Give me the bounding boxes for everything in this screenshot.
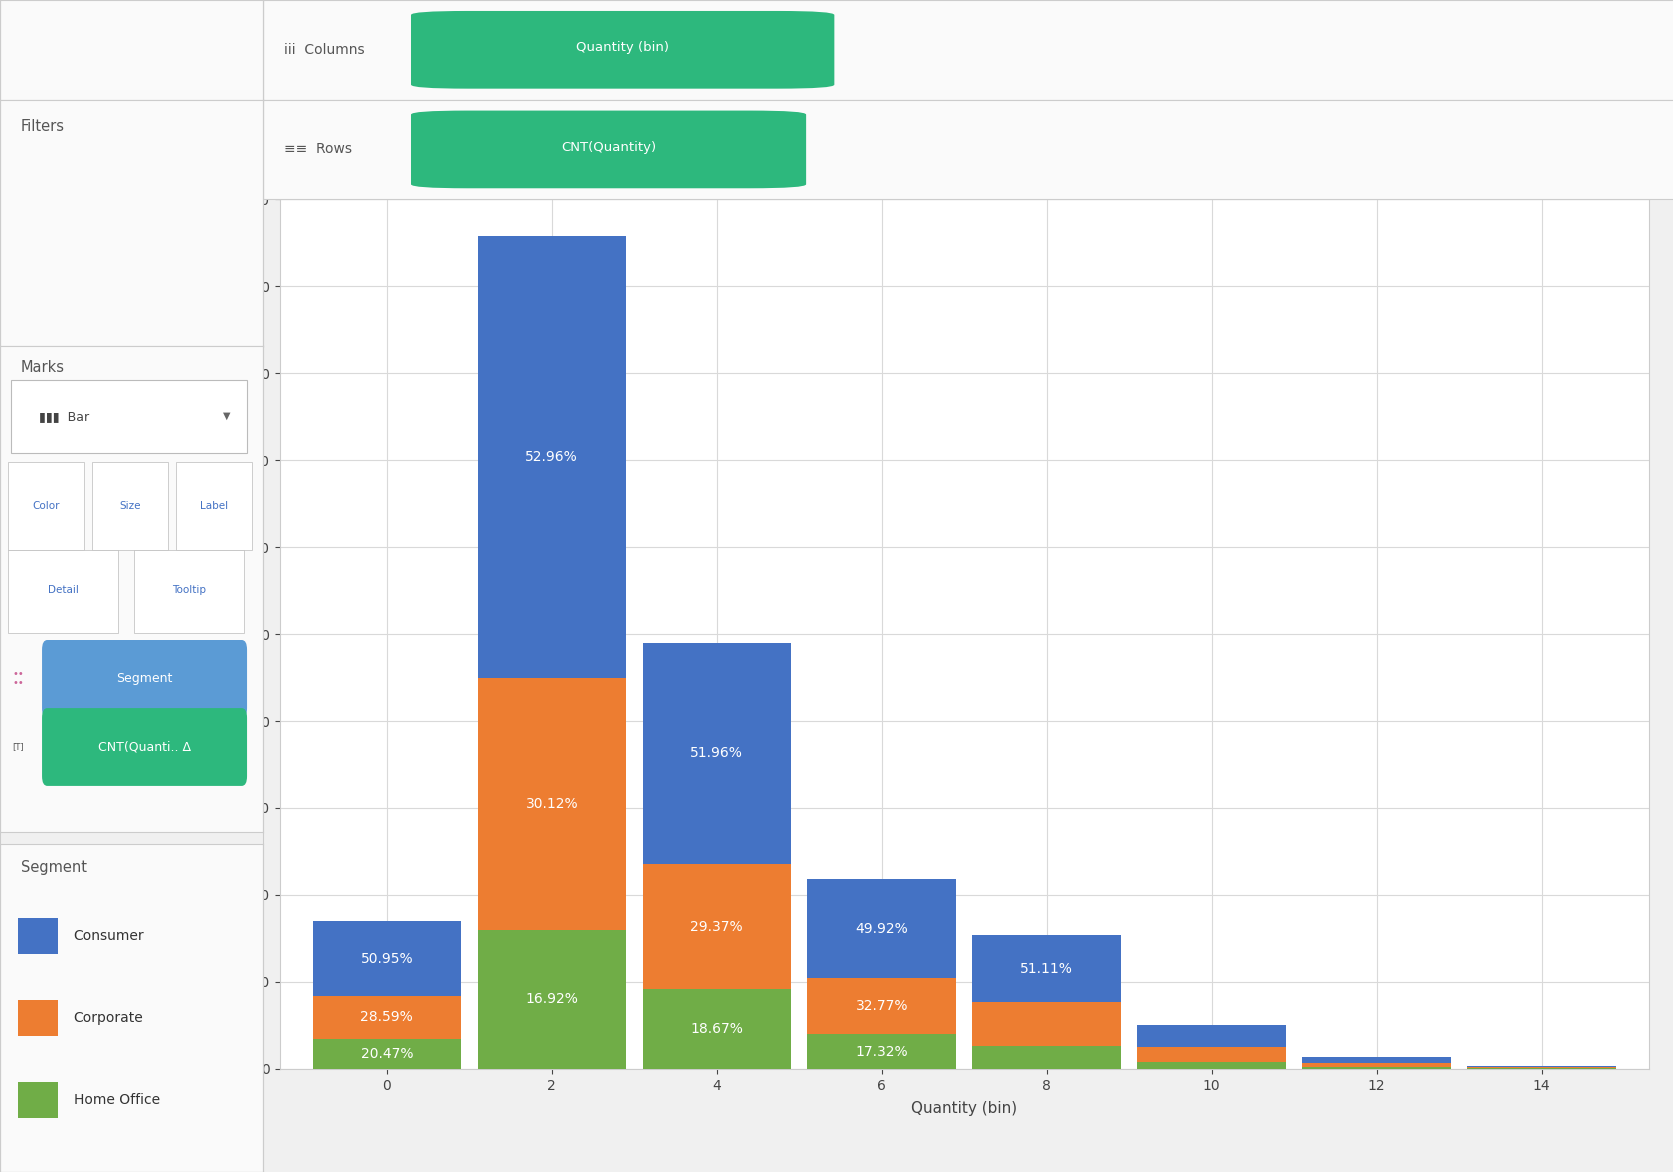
Text: Color: Color: [32, 502, 60, 511]
Text: 29.37%: 29.37%: [689, 920, 743, 934]
Text: ▮▮▮  Bar: ▮▮▮ Bar: [40, 410, 89, 423]
Bar: [1136, 1062, 1285, 1069]
Text: Detail: Detail: [47, 585, 79, 595]
FancyBboxPatch shape: [42, 640, 248, 717]
X-axis label: Quantity (bin): Quantity (bin): [910, 1101, 1017, 1116]
Text: Home Office: Home Office: [74, 1092, 159, 1106]
Bar: [18, 1000, 59, 1036]
Bar: [477, 929, 626, 1069]
Text: 20.47%: 20.47%: [360, 1047, 413, 1061]
Bar: [1136, 1047, 1285, 1062]
Text: Consumer: Consumer: [74, 928, 144, 942]
Bar: [18, 918, 59, 954]
Text: Filters: Filters: [22, 120, 65, 135]
Bar: [806, 979, 955, 1034]
Bar: [477, 679, 626, 929]
Text: Quantity (bin): Quantity (bin): [576, 41, 669, 54]
Bar: [972, 1002, 1121, 1045]
Text: Corporate: Corporate: [74, 1010, 144, 1024]
Text: Tooltip: Tooltip: [172, 585, 206, 595]
Bar: [972, 1045, 1121, 1069]
Text: ≡≡  Rows: ≡≡ Rows: [284, 143, 351, 156]
Text: 28.59%: 28.59%: [360, 1010, 413, 1024]
Text: 18.67%: 18.67%: [689, 1022, 743, 1036]
Text: [T]: [T]: [13, 743, 23, 751]
Text: Label: Label: [201, 502, 228, 511]
Text: CNT(Quantity): CNT(Quantity): [560, 141, 656, 154]
Text: 17.32%: 17.32%: [855, 1044, 907, 1058]
Bar: [806, 1034, 955, 1069]
Text: 50.95%: 50.95%: [360, 952, 413, 966]
Text: 49.92%: 49.92%: [855, 921, 907, 935]
FancyBboxPatch shape: [42, 708, 248, 786]
FancyBboxPatch shape: [412, 110, 806, 189]
FancyBboxPatch shape: [412, 11, 833, 89]
Text: Size: Size: [119, 502, 141, 511]
Bar: [806, 879, 955, 979]
Text: 51.96%: 51.96%: [689, 747, 743, 761]
Bar: [972, 935, 1121, 1002]
Text: ▼: ▼: [223, 411, 231, 421]
Bar: [313, 1038, 460, 1069]
Text: ••
••: •• ••: [12, 669, 23, 688]
FancyBboxPatch shape: [92, 463, 167, 550]
FancyBboxPatch shape: [8, 463, 84, 550]
Bar: [1302, 1063, 1450, 1067]
FancyBboxPatch shape: [176, 463, 253, 550]
Bar: [1467, 1065, 1614, 1068]
Text: Segment: Segment: [22, 860, 87, 875]
Text: 52.96%: 52.96%: [525, 450, 577, 464]
Bar: [1136, 1024, 1285, 1047]
Text: 30.12%: 30.12%: [525, 797, 577, 811]
Text: 51.11%: 51.11%: [1019, 961, 1072, 975]
Bar: [642, 864, 791, 989]
Text: 16.92%: 16.92%: [525, 993, 577, 1007]
Bar: [642, 989, 791, 1069]
FancyBboxPatch shape: [10, 380, 248, 452]
Bar: [18, 1082, 59, 1118]
Text: CNT(Quanti.. Δ: CNT(Quanti.. Δ: [99, 741, 191, 754]
Bar: [313, 921, 460, 996]
FancyBboxPatch shape: [8, 550, 119, 633]
Text: 32.77%: 32.77%: [855, 1000, 907, 1014]
Text: iii  Columns: iii Columns: [284, 43, 365, 56]
Bar: [1302, 1057, 1450, 1063]
Text: Marks: Marks: [22, 360, 65, 375]
Y-axis label: Count of Quantity: Count of Quantity: [211, 566, 226, 702]
Bar: [642, 642, 791, 864]
Bar: [313, 996, 460, 1038]
Bar: [1302, 1067, 1450, 1069]
Bar: [477, 236, 626, 679]
Text: Segment: Segment: [117, 672, 172, 684]
FancyBboxPatch shape: [134, 550, 244, 633]
